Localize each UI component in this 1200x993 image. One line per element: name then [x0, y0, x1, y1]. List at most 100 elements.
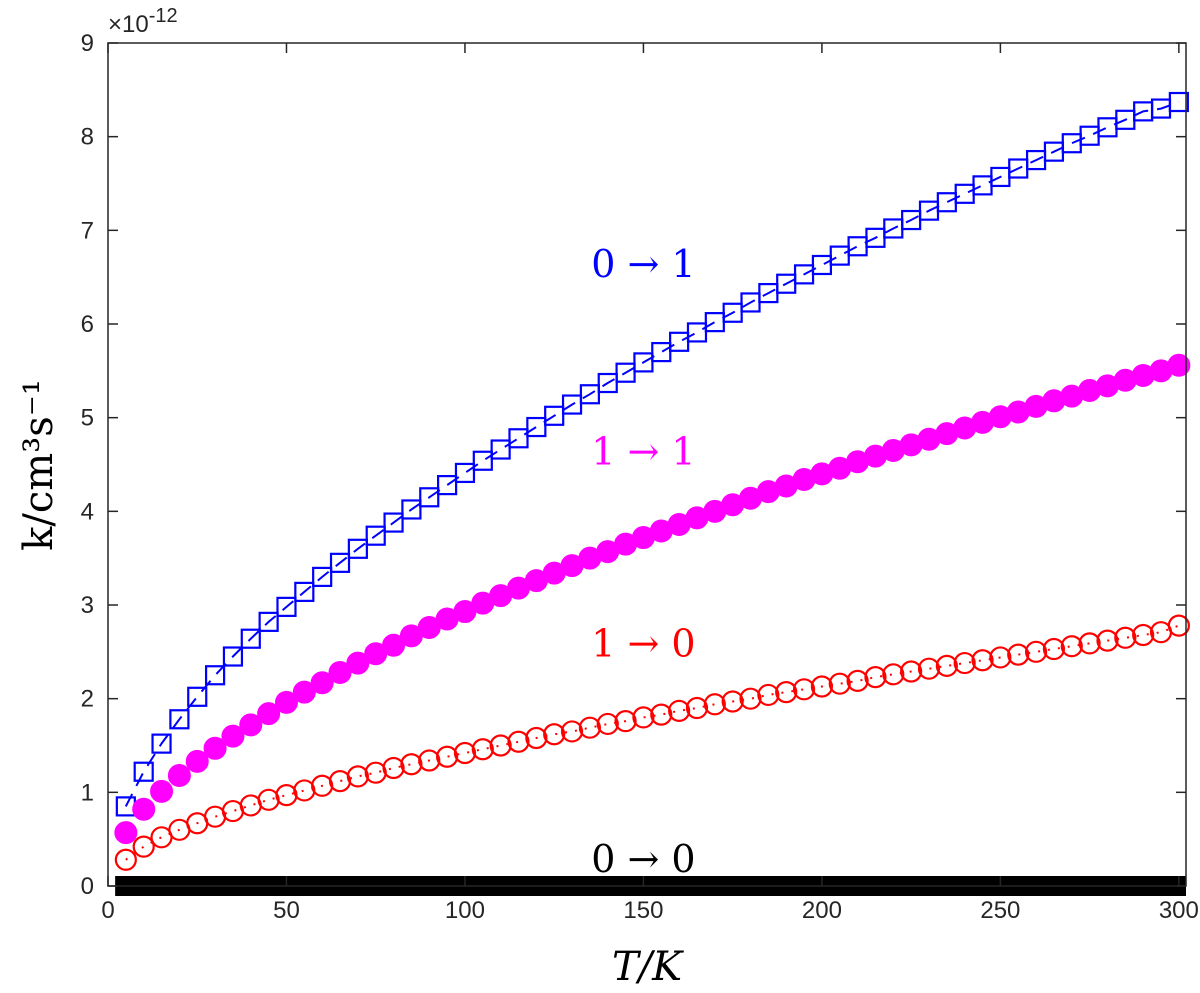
data-point	[507, 730, 530, 753]
y-tick-label: 2	[81, 686, 94, 713]
data-point	[453, 741, 477, 765]
data-point	[775, 681, 798, 704]
data-point	[508, 428, 529, 449]
series-2	[114, 614, 1190, 871]
data-point	[472, 450, 493, 471]
data-point	[1167, 353, 1191, 377]
data-point	[668, 699, 691, 722]
data-point	[185, 749, 209, 773]
y-tick-label: 1	[81, 779, 94, 806]
data-point	[401, 499, 422, 520]
data-point	[1060, 635, 1083, 658]
y-tick-label: 8	[81, 124, 94, 151]
data-point	[597, 372, 618, 394]
data-point	[989, 646, 1012, 669]
data-point	[1114, 626, 1137, 649]
data-point	[721, 690, 744, 713]
series-annotation: 1 → 1	[591, 430, 695, 474]
tick-layer: 0 50 100 150 200 250 300 0 1 2 3 4 5 6 7 8 9	[81, 30, 1199, 924]
data-point	[187, 686, 208, 707]
y-exponent-label: ×10-12	[108, 5, 178, 38]
data-point	[561, 394, 583, 415]
data-point	[257, 702, 281, 726]
x-tick-label: 100	[445, 897, 485, 924]
y-tick-label: 6	[81, 311, 94, 338]
data-point	[400, 753, 423, 776]
data-point	[882, 663, 905, 686]
data-point	[543, 723, 566, 746]
data-point	[614, 710, 637, 733]
data-point	[596, 712, 619, 736]
data-point	[615, 362, 636, 383]
data-point	[169, 709, 190, 730]
label-layer: 0 → 1 1 → 1 1 → 0 0 → 0	[591, 242, 695, 881]
data-point	[1168, 91, 1189, 113]
data-point	[365, 525, 386, 546]
data-point	[240, 628, 261, 649]
y-tick-label: 3	[81, 592, 94, 619]
data-point	[132, 797, 156, 821]
x-tick-label: 150	[623, 897, 663, 924]
data-point	[1096, 629, 1119, 652]
data-point	[810, 675, 834, 698]
series-0	[115, 91, 1189, 817]
data-point	[419, 487, 440, 508]
data-point	[133, 761, 154, 782]
data-point	[274, 690, 298, 714]
data-point	[489, 734, 512, 757]
y-tick-label: 5	[81, 405, 94, 432]
data-point	[792, 678, 816, 701]
series-annotation: 0 → 0	[591, 837, 695, 881]
data-point	[132, 835, 155, 858]
data-point	[292, 680, 316, 704]
data-point	[151, 733, 172, 754]
data-point	[221, 724, 245, 748]
data-point	[294, 581, 315, 602]
data-point	[204, 665, 226, 686]
data-point	[526, 416, 547, 438]
data-point	[114, 821, 138, 845]
data-point	[383, 512, 404, 533]
data-point	[544, 405, 565, 426]
data-point	[239, 713, 263, 737]
data-point	[114, 848, 137, 871]
data-point	[560, 720, 584, 743]
series-1	[114, 353, 1191, 845]
data-point	[739, 687, 762, 710]
data-point	[633, 352, 654, 373]
data-point	[632, 706, 655, 729]
data-point	[310, 671, 334, 695]
plot-area	[108, 43, 1186, 886]
data-point	[346, 651, 370, 675]
data-point	[312, 566, 333, 588]
data-point	[1078, 632, 1101, 655]
data-point	[900, 660, 923, 683]
data-point	[828, 672, 851, 695]
data-point	[864, 666, 887, 689]
data-point	[953, 651, 976, 675]
data-point	[203, 736, 227, 760]
data-point	[971, 649, 994, 672]
data-point	[757, 683, 780, 707]
data-point	[1042, 637, 1066, 661]
data-point	[328, 660, 352, 684]
data-point	[685, 696, 709, 720]
x-tick-label: 0	[101, 897, 114, 924]
data-point	[579, 384, 600, 405]
data-point	[454, 462, 476, 484]
y-tick-label: 4	[81, 498, 94, 525]
y-tick-label: 7	[81, 217, 94, 244]
data-point	[258, 611, 279, 632]
x-tick-label: 300	[1159, 897, 1199, 924]
data-point	[150, 779, 174, 803]
data-point	[1024, 640, 1048, 663]
data-point	[703, 693, 726, 716]
data-point	[437, 475, 458, 496]
data-point	[722, 302, 743, 323]
data-point	[347, 538, 368, 559]
data-point	[382, 633, 406, 657]
data-point	[276, 596, 297, 617]
data-point	[917, 657, 941, 680]
x-tick-label: 200	[802, 897, 842, 924]
data-point	[436, 745, 459, 768]
